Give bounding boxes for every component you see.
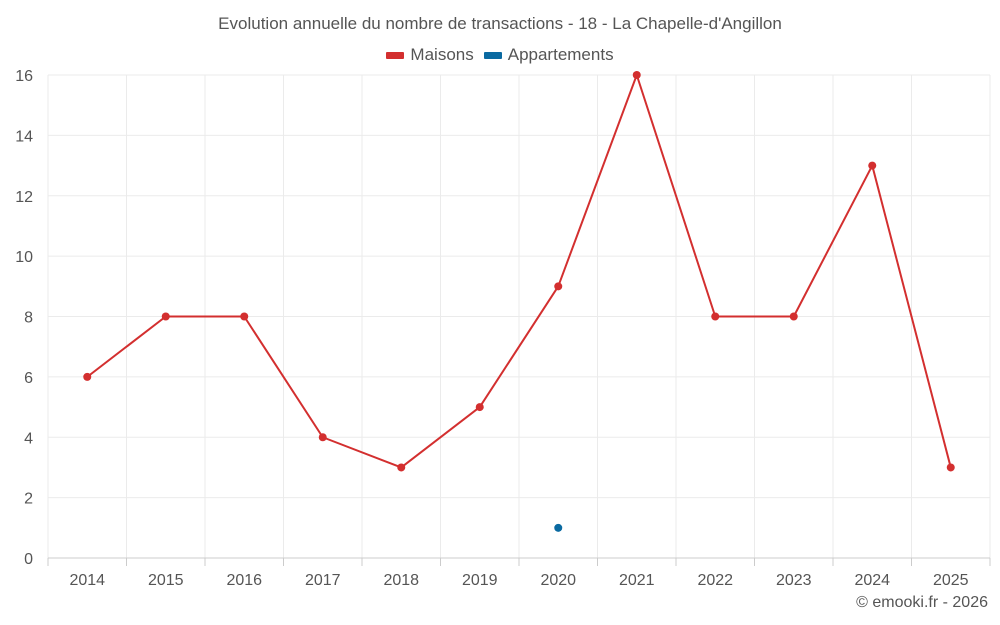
data-point-appartements	[554, 523, 563, 532]
x-tick-label: 2025	[933, 572, 969, 589]
x-tick-label: 2024	[854, 572, 890, 589]
data-point-maisons	[161, 312, 170, 321]
y-tick-label: 4	[24, 430, 33, 447]
x-tick-label: 2023	[776, 572, 812, 589]
x-tick-label: 2018	[383, 572, 419, 589]
y-tick-label: 14	[15, 128, 33, 145]
chart-title: Evolution annuelle du nombre de transact…	[218, 14, 782, 33]
data-point-maisons	[475, 403, 484, 412]
y-tick-label: 0	[24, 551, 33, 568]
legend-swatch-appartements	[483, 51, 502, 59]
data-point-maisons	[632, 71, 641, 79]
data-point-maisons	[397, 463, 406, 472]
x-tick-label: 2015	[148, 572, 184, 589]
legend-item-maisons[interactable]: Maisons	[386, 45, 474, 65]
x-tick-label: 2019	[462, 572, 498, 589]
grid	[47, 74, 991, 558]
legend-swatch-maisons	[386, 51, 405, 59]
x-tick-label: 2020	[540, 572, 576, 589]
legend-item-appartements[interactable]: Appartements	[483, 45, 614, 65]
legend: Maisons Appartements	[0, 45, 1000, 65]
data-point-maisons	[711, 312, 720, 321]
series	[83, 71, 955, 532]
series-line-maisons	[86, 74, 952, 469]
data-point-maisons	[240, 312, 249, 321]
data-point-maisons	[83, 372, 92, 381]
data-point-maisons	[789, 312, 798, 321]
legend-label-appartements: Appartements	[507, 45, 614, 64]
y-tick-label: 16	[15, 68, 33, 85]
x-tick-label: 2017	[305, 572, 341, 589]
data-point-maisons	[318, 433, 327, 442]
x-tick-label: 2014	[69, 572, 105, 589]
data-point-maisons	[868, 161, 877, 170]
x-tick-label: 2022	[697, 572, 733, 589]
x-tick-label: 2021	[619, 572, 655, 589]
data-point-maisons	[554, 282, 563, 291]
y-tick-label: 2	[24, 491, 33, 508]
x-tick-label: 2016	[226, 572, 262, 589]
y-tick-label: 12	[15, 189, 33, 206]
y-tick-label: 6	[24, 370, 33, 387]
y-tick-label: 10	[15, 249, 33, 266]
data-point-maisons	[946, 463, 955, 472]
y-tick-label: 8	[24, 310, 33, 327]
legend-label-maisons: Maisons	[410, 45, 474, 64]
credit-text: © emooki.fr - 2026	[856, 594, 988, 611]
axes: 0 2 4 6 8 10 12 14 16 2014 2015 2016 2017 2018 2019 202…	[15, 68, 991, 589]
